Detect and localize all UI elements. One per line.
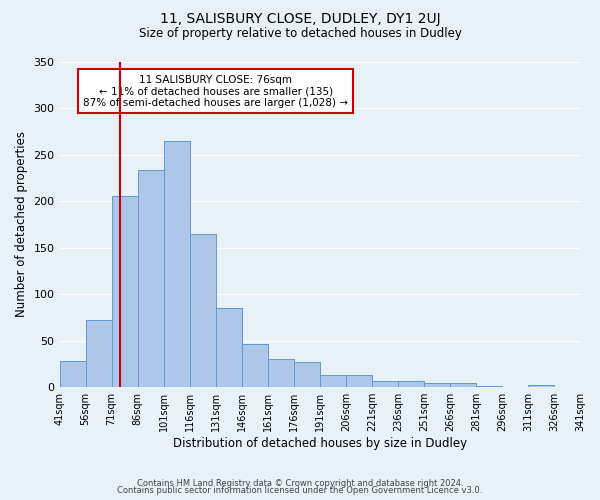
Text: 11, SALISBURY CLOSE, DUDLEY, DY1 2UJ: 11, SALISBURY CLOSE, DUDLEY, DY1 2UJ — [160, 12, 440, 26]
Bar — [190, 234, 215, 387]
Bar — [86, 320, 112, 387]
Bar — [137, 170, 164, 387]
Text: Size of property relative to detached houses in Dudley: Size of property relative to detached ho… — [139, 28, 461, 40]
Bar — [346, 375, 372, 387]
Text: Contains public sector information licensed under the Open Government Licence v3: Contains public sector information licen… — [118, 486, 482, 495]
Bar — [450, 384, 476, 387]
Bar — [59, 361, 86, 387]
Bar — [164, 140, 190, 387]
Text: 11 SALISBURY CLOSE: 76sqm
← 11% of detached houses are smaller (135)
87% of semi: 11 SALISBURY CLOSE: 76sqm ← 11% of detac… — [83, 74, 348, 108]
Bar — [372, 380, 398, 387]
Bar — [476, 386, 502, 387]
Bar — [294, 362, 320, 387]
Bar — [398, 380, 424, 387]
Text: Contains HM Land Registry data © Crown copyright and database right 2024.: Contains HM Land Registry data © Crown c… — [137, 478, 463, 488]
Y-axis label: Number of detached properties: Number of detached properties — [15, 132, 28, 318]
Bar — [528, 386, 554, 387]
Bar — [215, 308, 242, 387]
X-axis label: Distribution of detached houses by size in Dudley: Distribution of detached houses by size … — [173, 437, 467, 450]
Bar — [242, 344, 268, 387]
Bar — [268, 360, 294, 387]
Bar — [424, 384, 450, 387]
Bar — [112, 196, 137, 387]
Bar — [320, 375, 346, 387]
